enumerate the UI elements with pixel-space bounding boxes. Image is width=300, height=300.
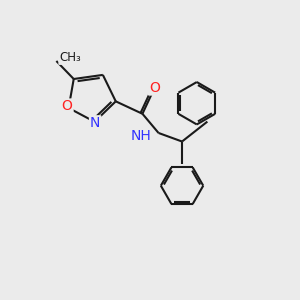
Text: O: O [62,100,73,113]
Text: O: O [149,81,160,94]
Text: N: N [90,116,101,130]
Text: NH: NH [130,130,151,143]
Text: CH₃: CH₃ [59,51,81,64]
